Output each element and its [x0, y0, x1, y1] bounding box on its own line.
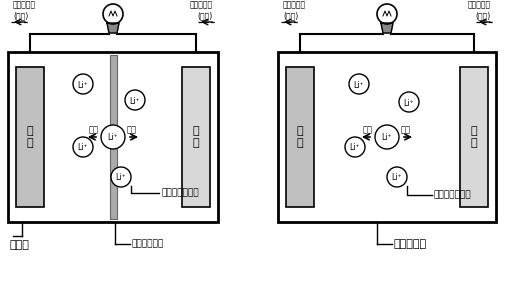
Text: 負
極: 負 極: [297, 126, 303, 148]
Bar: [460, 67, 488, 207]
Text: Li⁺: Li⁺: [77, 143, 88, 153]
Text: Li⁺: Li⁺: [382, 133, 392, 143]
Text: 電子の流れ
(充電): 電子の流れ (充電): [190, 1, 213, 20]
Circle shape: [125, 90, 145, 110]
Text: Li⁺: Li⁺: [108, 133, 119, 143]
Text: リチウムイオン: リチウムイオン: [161, 189, 199, 197]
Text: セパレーター: セパレーター: [132, 239, 164, 248]
Circle shape: [375, 125, 399, 149]
Text: Li⁺: Li⁺: [354, 80, 365, 89]
Text: 充電: 充電: [363, 125, 373, 134]
Text: 電子の流れ
(放電): 電子の流れ (放電): [13, 1, 36, 20]
Text: 電解液: 電解液: [10, 240, 30, 250]
Bar: [286, 67, 314, 207]
Text: Li⁺: Li⁺: [392, 174, 402, 183]
Bar: [110, 55, 116, 219]
Polygon shape: [107, 23, 119, 33]
Circle shape: [73, 137, 93, 157]
Text: Li⁺: Li⁺: [77, 80, 88, 89]
Circle shape: [377, 4, 397, 24]
Circle shape: [101, 125, 125, 149]
Text: 電子の流れ
(放電): 電子の流れ (放電): [283, 1, 306, 20]
Circle shape: [73, 74, 93, 94]
Bar: [278, 52, 496, 222]
Text: リチウムイオン: リチウムイオン: [434, 191, 472, 199]
Circle shape: [387, 167, 407, 187]
Text: 充電: 充電: [89, 125, 99, 134]
Circle shape: [399, 92, 419, 112]
Text: 固体電解質: 固体電解質: [394, 239, 427, 249]
Text: 正
極: 正 極: [471, 126, 477, 148]
Bar: [16, 67, 44, 207]
Bar: [8, 52, 218, 222]
Text: 負
極: 負 極: [27, 126, 33, 148]
Text: Li⁺: Li⁺: [404, 99, 414, 108]
Circle shape: [111, 167, 131, 187]
Text: Li⁺: Li⁺: [115, 174, 126, 183]
Text: Li⁺: Li⁺: [349, 143, 360, 153]
Text: Li⁺: Li⁺: [129, 97, 140, 105]
Text: 電子の流れ
(充電): 電子の流れ (充電): [468, 1, 491, 20]
Circle shape: [349, 74, 369, 94]
Bar: [182, 67, 210, 207]
Text: 放電: 放電: [127, 125, 137, 134]
Circle shape: [103, 4, 123, 24]
Text: 放電: 放電: [401, 125, 411, 134]
Text: 正
極: 正 極: [193, 126, 199, 148]
Polygon shape: [381, 23, 393, 33]
Circle shape: [345, 137, 365, 157]
